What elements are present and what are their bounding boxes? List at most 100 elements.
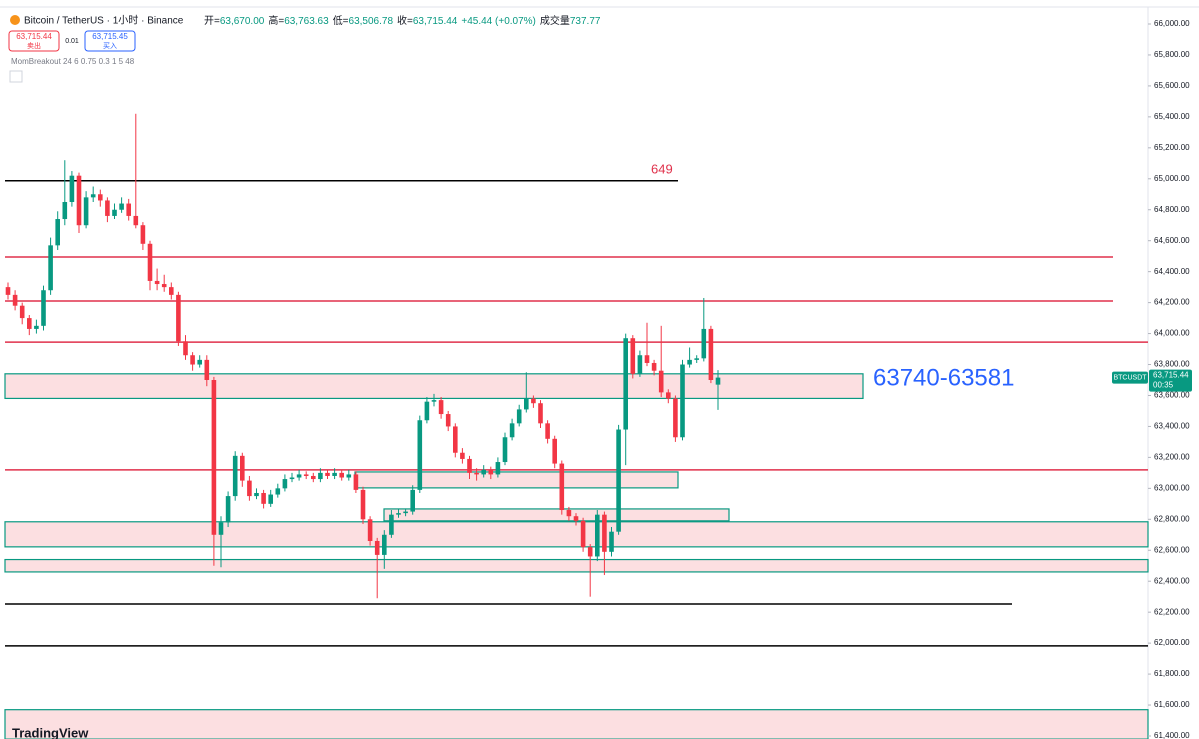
candle-body [602, 514, 607, 552]
candle-body [367, 519, 373, 541]
y-tick-label: 64,000.00 [1154, 329, 1190, 338]
candle-body [573, 516, 579, 521]
candle-body [190, 355, 195, 365]
sell-price[interactable]: 63,715.44 [16, 32, 52, 41]
candle-body [346, 474, 352, 478]
candle-body [225, 496, 231, 523]
candle-body [382, 534, 387, 555]
candle-body [48, 245, 53, 291]
candle-body [708, 328, 714, 380]
candle-body [389, 514, 394, 535]
candle-body [524, 398, 529, 410]
candle-body [183, 341, 188, 356]
y-tick-label: 61,400.00 [1154, 731, 1190, 739]
y-tick-label: 61,600.00 [1154, 700, 1190, 709]
annotation: 649 [651, 161, 673, 176]
sell-label[interactable]: 卖出 [27, 41, 41, 50]
candle-body [694, 358, 699, 360]
candle-body [680, 364, 685, 438]
candle-body [616, 429, 621, 532]
candle-body [105, 200, 110, 216]
candle-body [12, 294, 18, 306]
candle-body [169, 287, 174, 295]
candle-body [140, 225, 146, 244]
candle-body [644, 355, 650, 363]
candle-body [332, 472, 337, 476]
logo: TradingView [12, 725, 89, 739]
zone [4, 521, 1149, 548]
buy-button[interactable] [84, 30, 136, 52]
candle-body [488, 469, 494, 475]
candle-body [658, 370, 664, 393]
candle-body [147, 243, 153, 281]
candle-body [204, 359, 210, 380]
header-close: 63,715.44 [413, 16, 458, 27]
collapse-button[interactable] [9, 70, 23, 83]
y-tick-label: 63,400.00 [1154, 422, 1190, 431]
candle-body [538, 403, 543, 424]
candle-body [34, 325, 39, 329]
candle-body [424, 401, 430, 421]
candle-body [311, 475, 316, 480]
candle-body [303, 474, 309, 476]
zone [383, 508, 730, 522]
candle-body [701, 328, 707, 359]
candle-body [325, 472, 330, 476]
candle-body [133, 215, 139, 226]
candle-body [566, 510, 572, 517]
candle-body [410, 489, 415, 512]
candle-body [296, 474, 302, 478]
y-tick-label: 64,400.00 [1154, 267, 1190, 276]
candle-body [516, 409, 522, 424]
candle-body [112, 209, 117, 216]
y-tick-label: 62,800.00 [1154, 514, 1190, 523]
candle-body [282, 479, 288, 489]
indicator: MomBreakout 24 6 0.75 0.3 1 5 48 [11, 57, 135, 66]
candle-body [268, 494, 273, 504]
candle-body [509, 423, 515, 438]
candle-body [545, 423, 550, 439]
candle-body [289, 477, 295, 480]
candle-body [161, 284, 167, 288]
candle-body [154, 280, 160, 285]
zone [354, 471, 679, 489]
candle-body [275, 488, 281, 495]
symbol: Bitcoin / TetherUS · 1小时 · Binance [24, 15, 184, 27]
candle-body [126, 203, 131, 216]
symbol-tag: BTCUSDT [1113, 374, 1147, 381]
spread: 0.01 [65, 38, 79, 45]
candle-body [261, 492, 266, 504]
candle-body [5, 287, 11, 295]
candle-body [609, 531, 614, 552]
candle-body [687, 359, 692, 365]
candle-body [83, 197, 89, 226]
candle-body [232, 455, 238, 497]
candle-body [374, 540, 380, 555]
candle-body [254, 492, 259, 497]
coin-icon [10, 15, 20, 25]
y-tick-label: 65,800.00 [1154, 50, 1190, 59]
candle-body [431, 400, 437, 402]
candle-body [623, 338, 628, 430]
candle-body [630, 338, 636, 374]
candle-body [98, 194, 103, 201]
y-tick-label: 64,200.00 [1154, 298, 1190, 307]
buy-label[interactable]: 买入 [103, 42, 117, 50]
candle-body [218, 522, 224, 535]
y-tick-label: 64,600.00 [1154, 236, 1190, 245]
buy-price[interactable]: 63,715.45 [92, 32, 128, 41]
candle-body [673, 398, 678, 438]
header-open: 63,670.00 [220, 16, 265, 27]
candle-body [495, 462, 501, 475]
candle-body [587, 547, 593, 557]
candle-body [651, 362, 657, 371]
y-tick-label: 65,200.00 [1154, 143, 1190, 152]
candle-body [19, 305, 25, 319]
y-tick-label: 64,800.00 [1154, 205, 1190, 214]
candle-body [247, 480, 252, 497]
candle-body [453, 426, 458, 453]
candle-body [403, 511, 408, 514]
sell-button[interactable] [8, 30, 60, 52]
